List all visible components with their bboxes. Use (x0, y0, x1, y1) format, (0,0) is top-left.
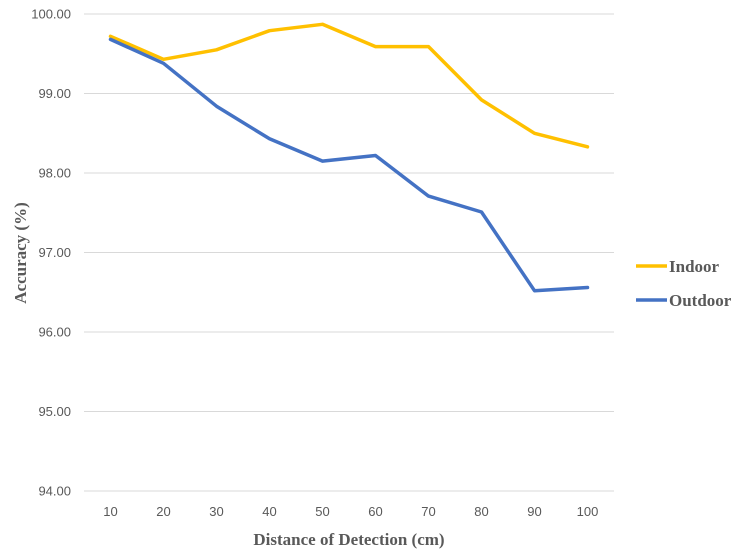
x-axis-title: Distance of Detection (cm) (253, 530, 444, 549)
x-tick-label: 90 (527, 504, 541, 519)
series-lines (108, 22, 590, 293)
x-tick-label: 60 (368, 504, 382, 519)
legend: Indoor Outdoor (636, 257, 732, 310)
x-tick-label: 80 (474, 504, 488, 519)
x-axis-ticks: 10 20 30 40 50 60 70 80 90 100 (103, 504, 598, 519)
y-axis-ticks: 94.00 95.00 96.00 97.00 98.00 99.00 100.00 (31, 7, 71, 499)
x-tick-label: 20 (156, 504, 170, 519)
gridlines (84, 13, 614, 492)
y-axis-title: Accuracy (%) (11, 202, 30, 304)
y-tick-label: 98.00 (38, 166, 71, 181)
x-tick-label: 40 (262, 504, 276, 519)
x-tick-label: 10 (103, 504, 117, 519)
legend-label: Indoor (669, 257, 720, 276)
series-line-outdoor (108, 37, 590, 293)
series-line-indoor (108, 22, 590, 149)
x-tick-label: 70 (421, 504, 435, 519)
y-tick-label: 100.00 (31, 7, 71, 22)
y-tick-label: 95.00 (38, 404, 71, 419)
x-tick-label: 50 (315, 504, 329, 519)
x-tick-label: 30 (209, 504, 223, 519)
y-tick-label: 94.00 (38, 484, 71, 499)
legend-label: Outdoor (669, 291, 732, 310)
y-tick-label: 99.00 (38, 86, 71, 101)
x-tick-label: 100 (577, 504, 599, 519)
y-tick-label: 96.00 (38, 325, 71, 340)
y-tick-label: 97.00 (38, 245, 71, 260)
